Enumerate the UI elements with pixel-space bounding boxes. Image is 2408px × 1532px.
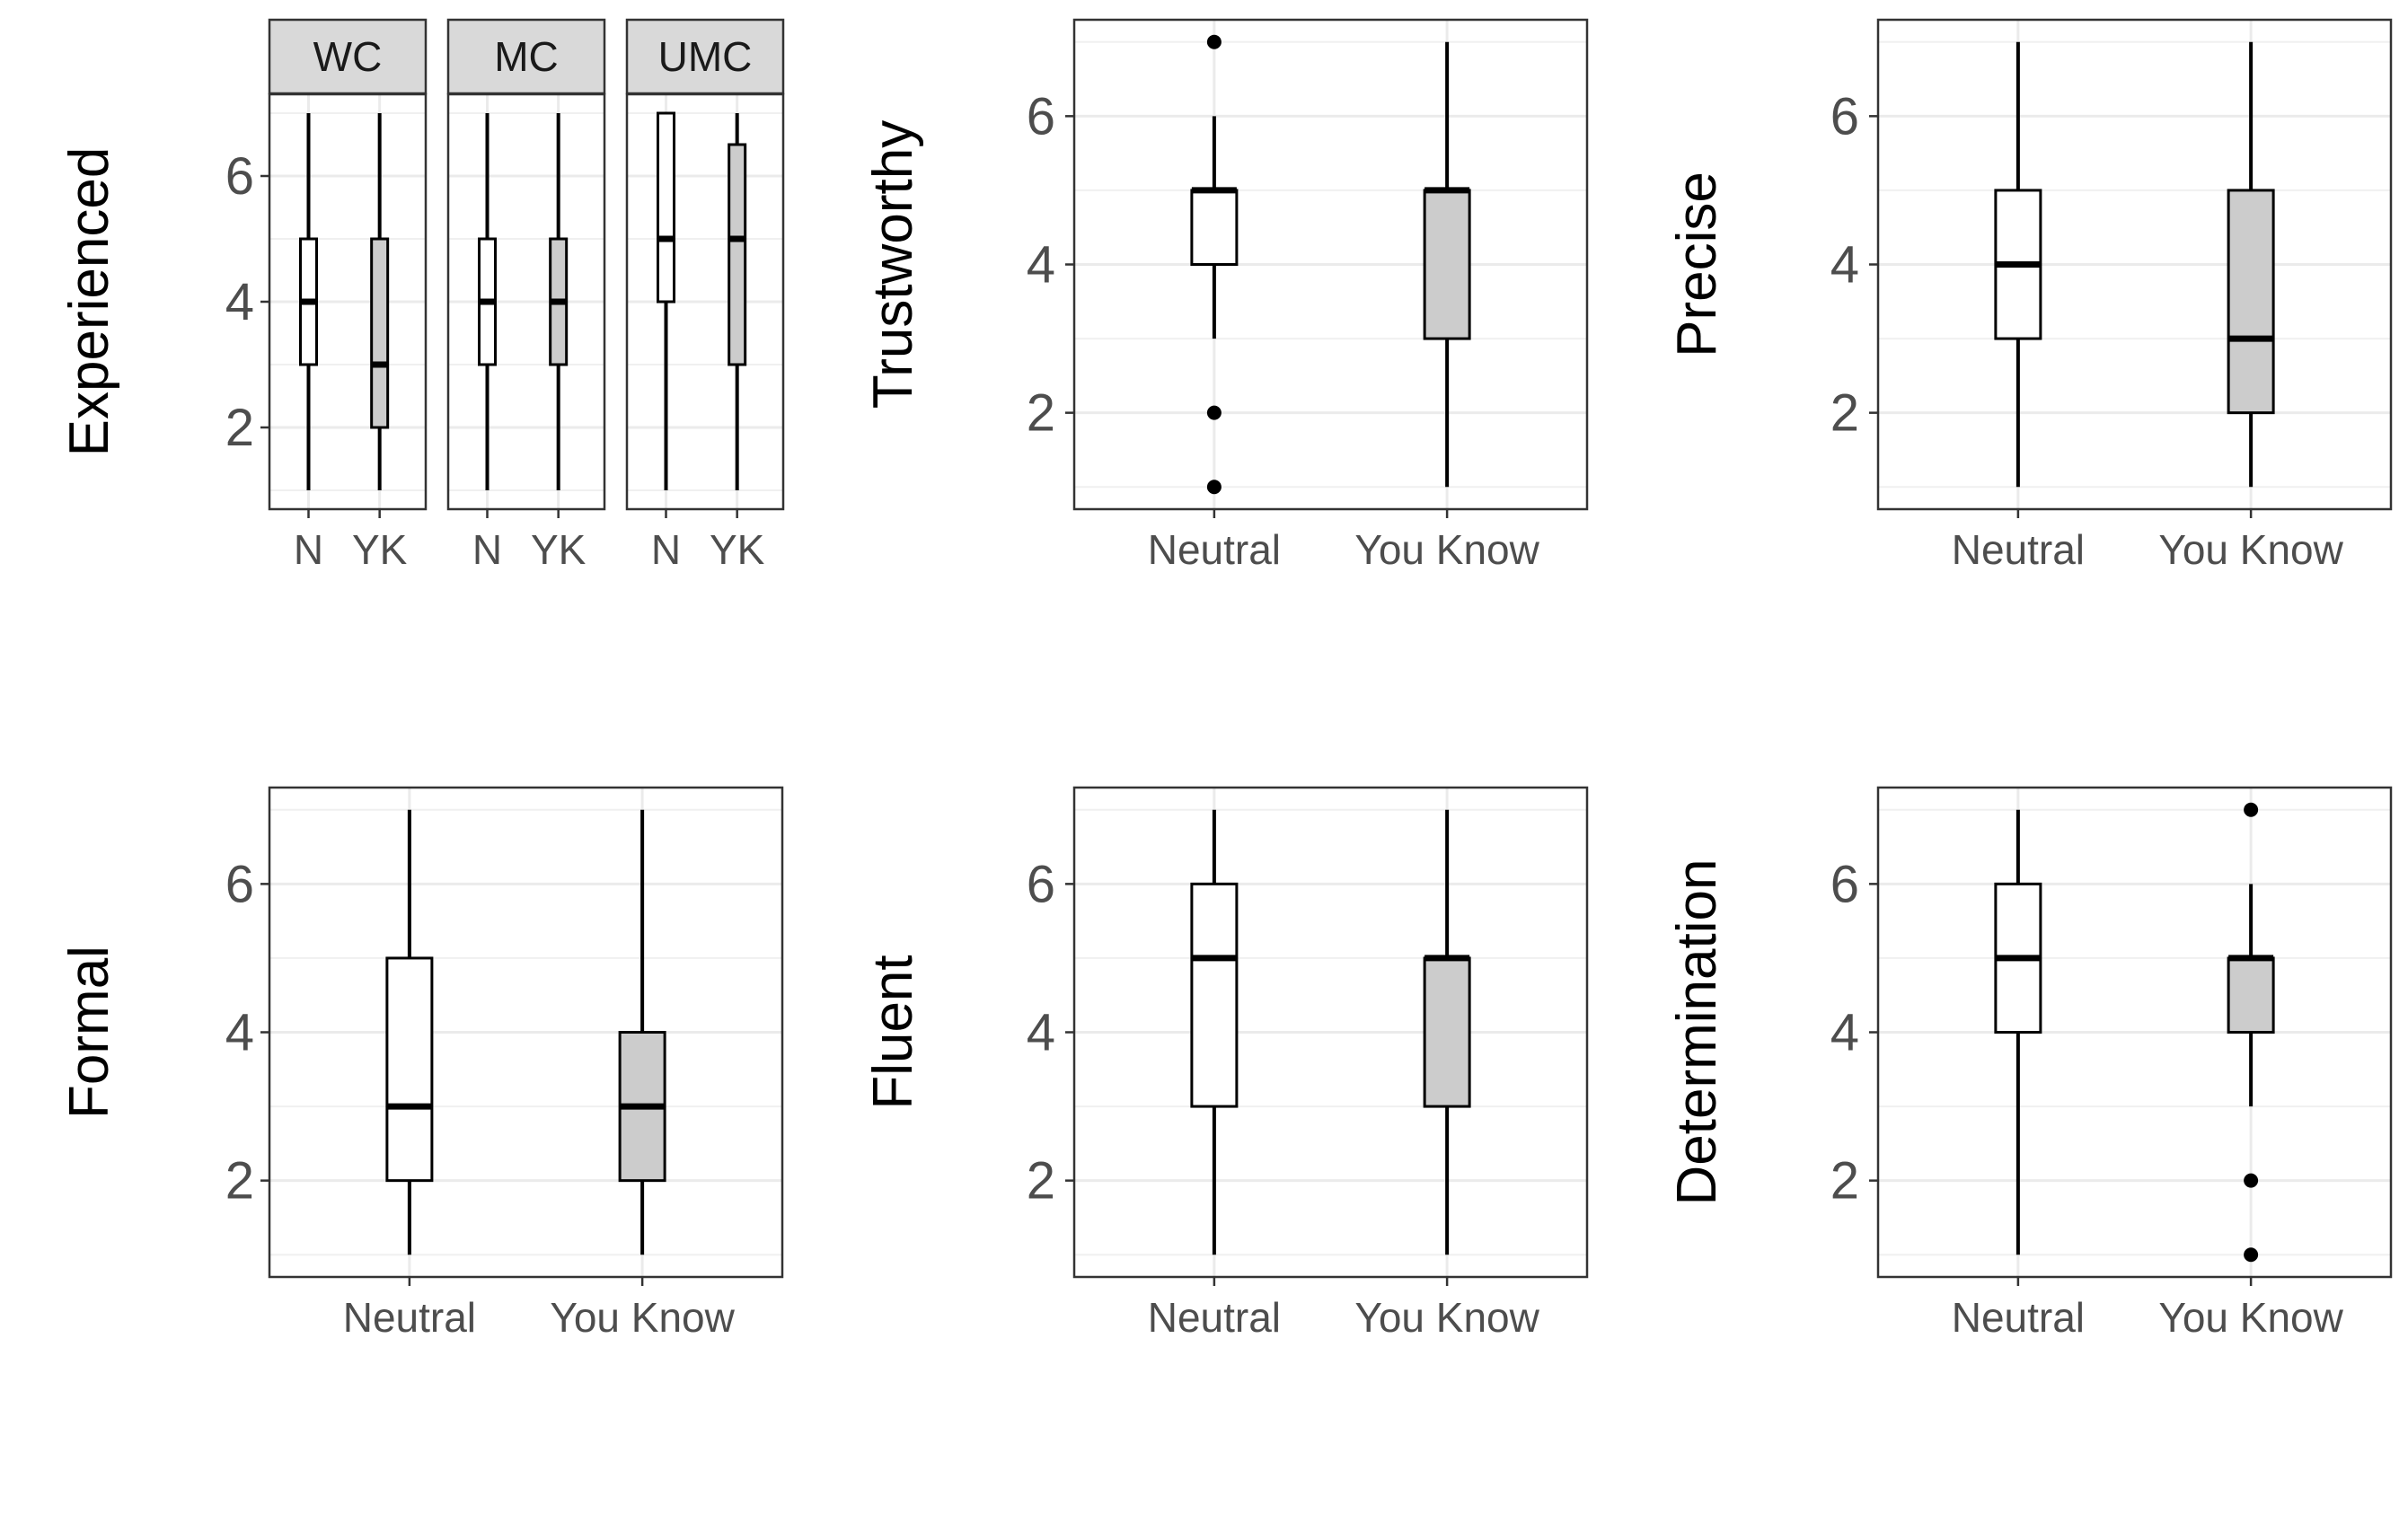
x-tick-label: N bbox=[472, 526, 502, 573]
y-tick-label: 4 bbox=[1027, 1004, 1055, 1062]
box-iqr bbox=[1190, 189, 1239, 266]
y-axis-title: Formal bbox=[58, 946, 120, 1119]
y-tick-label: 6 bbox=[225, 147, 254, 206]
y-tick-label: 2 bbox=[1027, 384, 1055, 443]
y-axis-title: Precise bbox=[1666, 172, 1728, 357]
x-tick-label: You Know bbox=[2158, 1294, 2343, 1341]
chart5-box-you-know bbox=[2227, 802, 2275, 1263]
facet-strip bbox=[625, 18, 785, 95]
facet-strip-label: WC bbox=[313, 33, 383, 80]
x-tick-label: Neutral bbox=[343, 1294, 476, 1341]
chart-fluent: 2 4 6 Neutral You Know Fluent bbox=[862, 786, 1589, 1341]
chart3-box-neutral bbox=[385, 809, 434, 1255]
chart0-facet2-box-yk bbox=[728, 113, 747, 490]
y-tick-label: 2 bbox=[225, 399, 254, 457]
chart-experienced: WC N YK MC N YK UMC N YK 2 4 6 Experienced bbox=[58, 18, 785, 573]
box-iqr bbox=[1423, 956, 1471, 1108]
y-tick-label: 4 bbox=[1830, 236, 1859, 295]
chart-precise: 2 4 6 Neutral You Know Precise bbox=[1666, 18, 2393, 573]
chart0-facet0-box-n bbox=[299, 113, 318, 490]
chart0-facet1-box-yk bbox=[549, 113, 569, 490]
chart3-box-you-know bbox=[618, 809, 666, 1255]
y-tick-label: 4 bbox=[225, 273, 254, 331]
box-iqr bbox=[385, 956, 434, 1183]
x-tick-label: You Know bbox=[2158, 526, 2343, 573]
y-tick-label: 6 bbox=[225, 855, 254, 913]
chart0-facet0-box-yk bbox=[370, 113, 390, 490]
facet-strip-label: MC bbox=[494, 33, 559, 80]
chart-trustworthy: 2 4 6 Neutral You Know Trustworthy bbox=[862, 18, 1589, 573]
y-tick-label: 4 bbox=[1830, 1004, 1859, 1062]
chart4-box-you-know bbox=[1423, 809, 1471, 1255]
outlier-point bbox=[1206, 480, 1222, 495]
chart0-facet2-box-n bbox=[657, 111, 675, 490]
x-tick-label: N bbox=[294, 526, 323, 573]
x-tick-label: Neutral bbox=[1952, 526, 2085, 573]
y-tick-label: 2 bbox=[1027, 1152, 1055, 1211]
y-tick-label: 6 bbox=[1027, 87, 1055, 145]
outlier-point bbox=[2244, 802, 2259, 817]
chart1-box-neutral bbox=[1190, 34, 1239, 495]
chart5-box-neutral bbox=[1994, 809, 2042, 1255]
x-tick-label: Neutral bbox=[1952, 1294, 2085, 1341]
box-iqr bbox=[1190, 882, 1239, 1108]
y-tick-label: 2 bbox=[1830, 1152, 1859, 1211]
y-tick-label: 4 bbox=[1027, 236, 1055, 295]
facet-strip bbox=[268, 18, 428, 95]
x-tick-label: N bbox=[651, 526, 681, 573]
box-iqr bbox=[2227, 189, 2275, 415]
x-tick-label: Neutral bbox=[1148, 1294, 1281, 1341]
facet-strip-label: UMC bbox=[658, 33, 753, 80]
outlier-point bbox=[1206, 405, 1222, 420]
box-iqr bbox=[657, 111, 675, 304]
x-tick-label: You Know bbox=[550, 1294, 735, 1341]
outlier-point bbox=[2244, 1247, 2259, 1263]
y-axis-title: Trustworthy bbox=[862, 120, 924, 409]
x-tick-label: You Know bbox=[1354, 1294, 1539, 1341]
x-tick-label: YK bbox=[531, 526, 587, 573]
y-axis-title: Experienced bbox=[58, 147, 120, 457]
x-tick-label: YK bbox=[710, 526, 765, 573]
x-tick-label: YK bbox=[352, 526, 408, 573]
y-tick-label: 2 bbox=[225, 1152, 254, 1211]
x-tick-label: Neutral bbox=[1148, 526, 1281, 573]
x-tick-label: You Know bbox=[1354, 526, 1539, 573]
chart2-box-you-know bbox=[2227, 41, 2275, 488]
y-tick-label: 6 bbox=[1027, 855, 1055, 913]
chart0-facet1-box-n bbox=[478, 113, 497, 490]
y-tick-label: 6 bbox=[1830, 87, 1859, 145]
chart-formal: 2 4 6 Neutral You Know Formal bbox=[58, 786, 784, 1341]
chart4-box-neutral bbox=[1190, 809, 1239, 1255]
y-axis-title: Determination bbox=[1666, 859, 1728, 1206]
facet-strip bbox=[446, 18, 606, 95]
box-iqr bbox=[370, 237, 390, 429]
y-axis-title: Fluent bbox=[862, 955, 924, 1109]
box-iqr bbox=[1423, 189, 1471, 340]
chart-determination: 2 4 6 Neutral You Know Determination bbox=[1666, 786, 2393, 1341]
chart0-facet2-panel-border bbox=[625, 92, 785, 511]
chart0-facet1-panel-border bbox=[446, 92, 606, 511]
box-iqr bbox=[2227, 956, 2275, 1034]
outlier-point bbox=[2244, 1173, 2259, 1188]
box-iqr bbox=[728, 143, 747, 366]
chart1-box-you-know bbox=[1423, 41, 1471, 488]
outlier-point bbox=[1206, 34, 1222, 49]
y-tick-label: 2 bbox=[1830, 384, 1859, 443]
y-tick-label: 4 bbox=[225, 1004, 254, 1062]
y-tick-label: 6 bbox=[1830, 855, 1859, 913]
chart2-box-neutral bbox=[1994, 41, 2042, 488]
